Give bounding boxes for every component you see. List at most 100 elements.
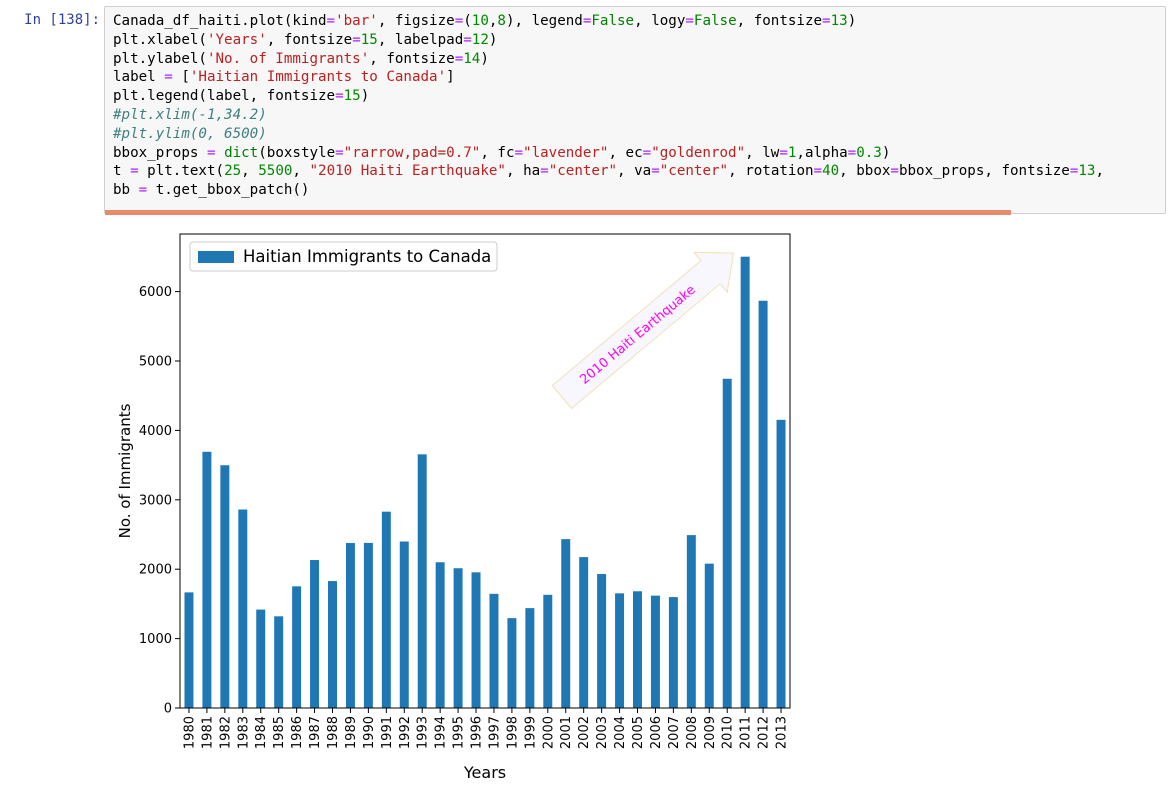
code-token: , — [292, 163, 310, 180]
x-tick-label: 1986 — [290, 716, 305, 749]
code-token: 12 — [471, 31, 489, 48]
x-tick-label: 2002 — [577, 716, 592, 749]
bar-2007 — [668, 597, 678, 708]
x-tick-label: 1994 — [434, 716, 449, 749]
bar-1989 — [345, 543, 355, 708]
bar-2001 — [561, 539, 571, 708]
y-tick-label: 3000 — [139, 493, 172, 508]
bar-1988 — [328, 581, 337, 708]
legend-swatch — [198, 251, 234, 263]
code-token: = — [685, 13, 694, 29]
x-tick-label: 1982 — [218, 716, 233, 749]
bar-1992 — [399, 541, 409, 708]
code-token: 14 — [463, 50, 481, 67]
code-token: , figsize — [377, 13, 455, 29]
code-token: 0.3 — [856, 144, 882, 161]
code-editor[interactable]: Canada_df_haiti.plot(kind='bar', figsize… — [113, 12, 1104, 200]
code-token: , va — [617, 163, 652, 180]
bar-1980 — [184, 592, 194, 708]
code-line: plt.legend(label, fontsize=15) — [113, 88, 369, 104]
code-token: bbox_props — [113, 144, 207, 161]
bar-2005 — [633, 591, 642, 708]
code-cell-input[interactable]: Canada_df_haiti.plot(kind='bar', figsize… — [104, 6, 1166, 215]
code-line: #plt.ylim(0, 6500) — [113, 126, 267, 142]
y-tick-label: 2000 — [139, 563, 172, 578]
bar-1997 — [489, 593, 499, 708]
code-token: False — [693, 13, 737, 29]
code-line: plt.xlabel('Years', fontsize=15, labelpa… — [113, 32, 497, 48]
code-token: = — [651, 163, 660, 180]
bar-group — [184, 256, 786, 708]
bar-1999 — [525, 608, 535, 708]
code-token: "goldenrod" — [651, 144, 746, 161]
code-line: bb = t.get_bbox_patch() — [113, 182, 309, 198]
code-token: ) — [488, 31, 498, 48]
code-token: dict — [224, 144, 259, 161]
x-tick-label: 2013 — [775, 716, 790, 749]
bar-1986 — [292, 586, 302, 708]
code-token: label — [113, 69, 165, 86]
code-token: , ha — [505, 163, 541, 180]
x-tick-label: 2003 — [595, 716, 610, 749]
bar-1984 — [256, 609, 266, 708]
code-token: #plt.ylim(0, 6500) — [113, 125, 267, 142]
legend-label: Haitian Immigrants to Canada — [243, 247, 491, 266]
code-token: = — [813, 163, 823, 180]
bar-2010 — [722, 378, 732, 708]
code-token: "center" — [548, 163, 618, 180]
code-line: #plt.xlim(-1,34.2) — [113, 107, 267, 123]
bar-2002 — [579, 557, 589, 708]
x-tick-label: 1991 — [380, 716, 395, 749]
code-token: , fontsize — [369, 50, 455, 67]
code-token: ( — [463, 13, 472, 29]
plot-frame — [179, 233, 791, 709]
code-token: "rarrow,pad=0.7" — [343, 144, 481, 161]
code-token: [ — [172, 69, 190, 86]
bar-1995 — [453, 568, 463, 708]
code-token: bb — [113, 182, 139, 199]
code-token: = — [847, 144, 857, 161]
bar-2006 — [650, 595, 660, 708]
bar-2009 — [704, 563, 714, 708]
code-line: bbox_props = dict(boxstyle="rarrow,pad=0… — [113, 145, 890, 161]
bar-1996 — [471, 572, 481, 708]
code-token: , fontsize — [266, 31, 353, 48]
code-token: 'Years' — [206, 31, 267, 48]
code-token: 40 — [822, 163, 840, 180]
code-token: "2010 Haiti Earthquake" — [309, 163, 506, 180]
code-token: , — [241, 163, 259, 180]
x-tick-label: 1993 — [416, 716, 431, 749]
code-token: = — [454, 13, 464, 29]
horizontal-scrollbar[interactable] — [105, 210, 1011, 215]
code-token: bbox_props, fontsize — [898, 163, 1070, 180]
code-token: Canada_df_haiti.plot(kind — [113, 13, 327, 29]
x-tick-label: 2010 — [721, 716, 736, 749]
code-token: 'No. of Immigrants' — [206, 50, 370, 67]
code-token: 5500 — [258, 163, 293, 180]
code-token: 15 — [360, 31, 378, 48]
x-tick-label: 2009 — [703, 716, 718, 749]
y-tick-label: 1000 — [139, 632, 172, 647]
code-line: Canada_df_haiti.plot(kind='bar', figsize… — [113, 13, 856, 29]
code-token: 15 — [343, 88, 361, 105]
code-token: 25 — [224, 163, 242, 180]
x-tick-label: 2000 — [541, 716, 556, 749]
bar-1985 — [274, 616, 284, 708]
code-token: , rotation — [728, 163, 814, 180]
code-token: = — [335, 88, 344, 105]
x-axis-ticks: 1980 1981 1982 1983 1984 1985 1986 1987 1988 1989… — [182, 708, 790, 749]
bar-1991 — [381, 511, 391, 708]
code-token: = — [130, 163, 139, 180]
code-token: ) — [881, 144, 891, 161]
code-token: = — [890, 163, 899, 180]
code-token: = — [514, 144, 524, 161]
code-token: , — [1095, 163, 1104, 180]
code-token: False — [591, 13, 635, 29]
code-token: = — [540, 163, 549, 180]
cell-prompt: In [138]: — [24, 12, 100, 28]
code-token: t.get_bbox_patch() — [147, 182, 310, 199]
bar-1993 — [417, 454, 427, 708]
code-token: t — [113, 163, 131, 180]
bar-1981 — [202, 451, 212, 708]
legend: Haitian Immigrants to Canada — [189, 241, 498, 272]
